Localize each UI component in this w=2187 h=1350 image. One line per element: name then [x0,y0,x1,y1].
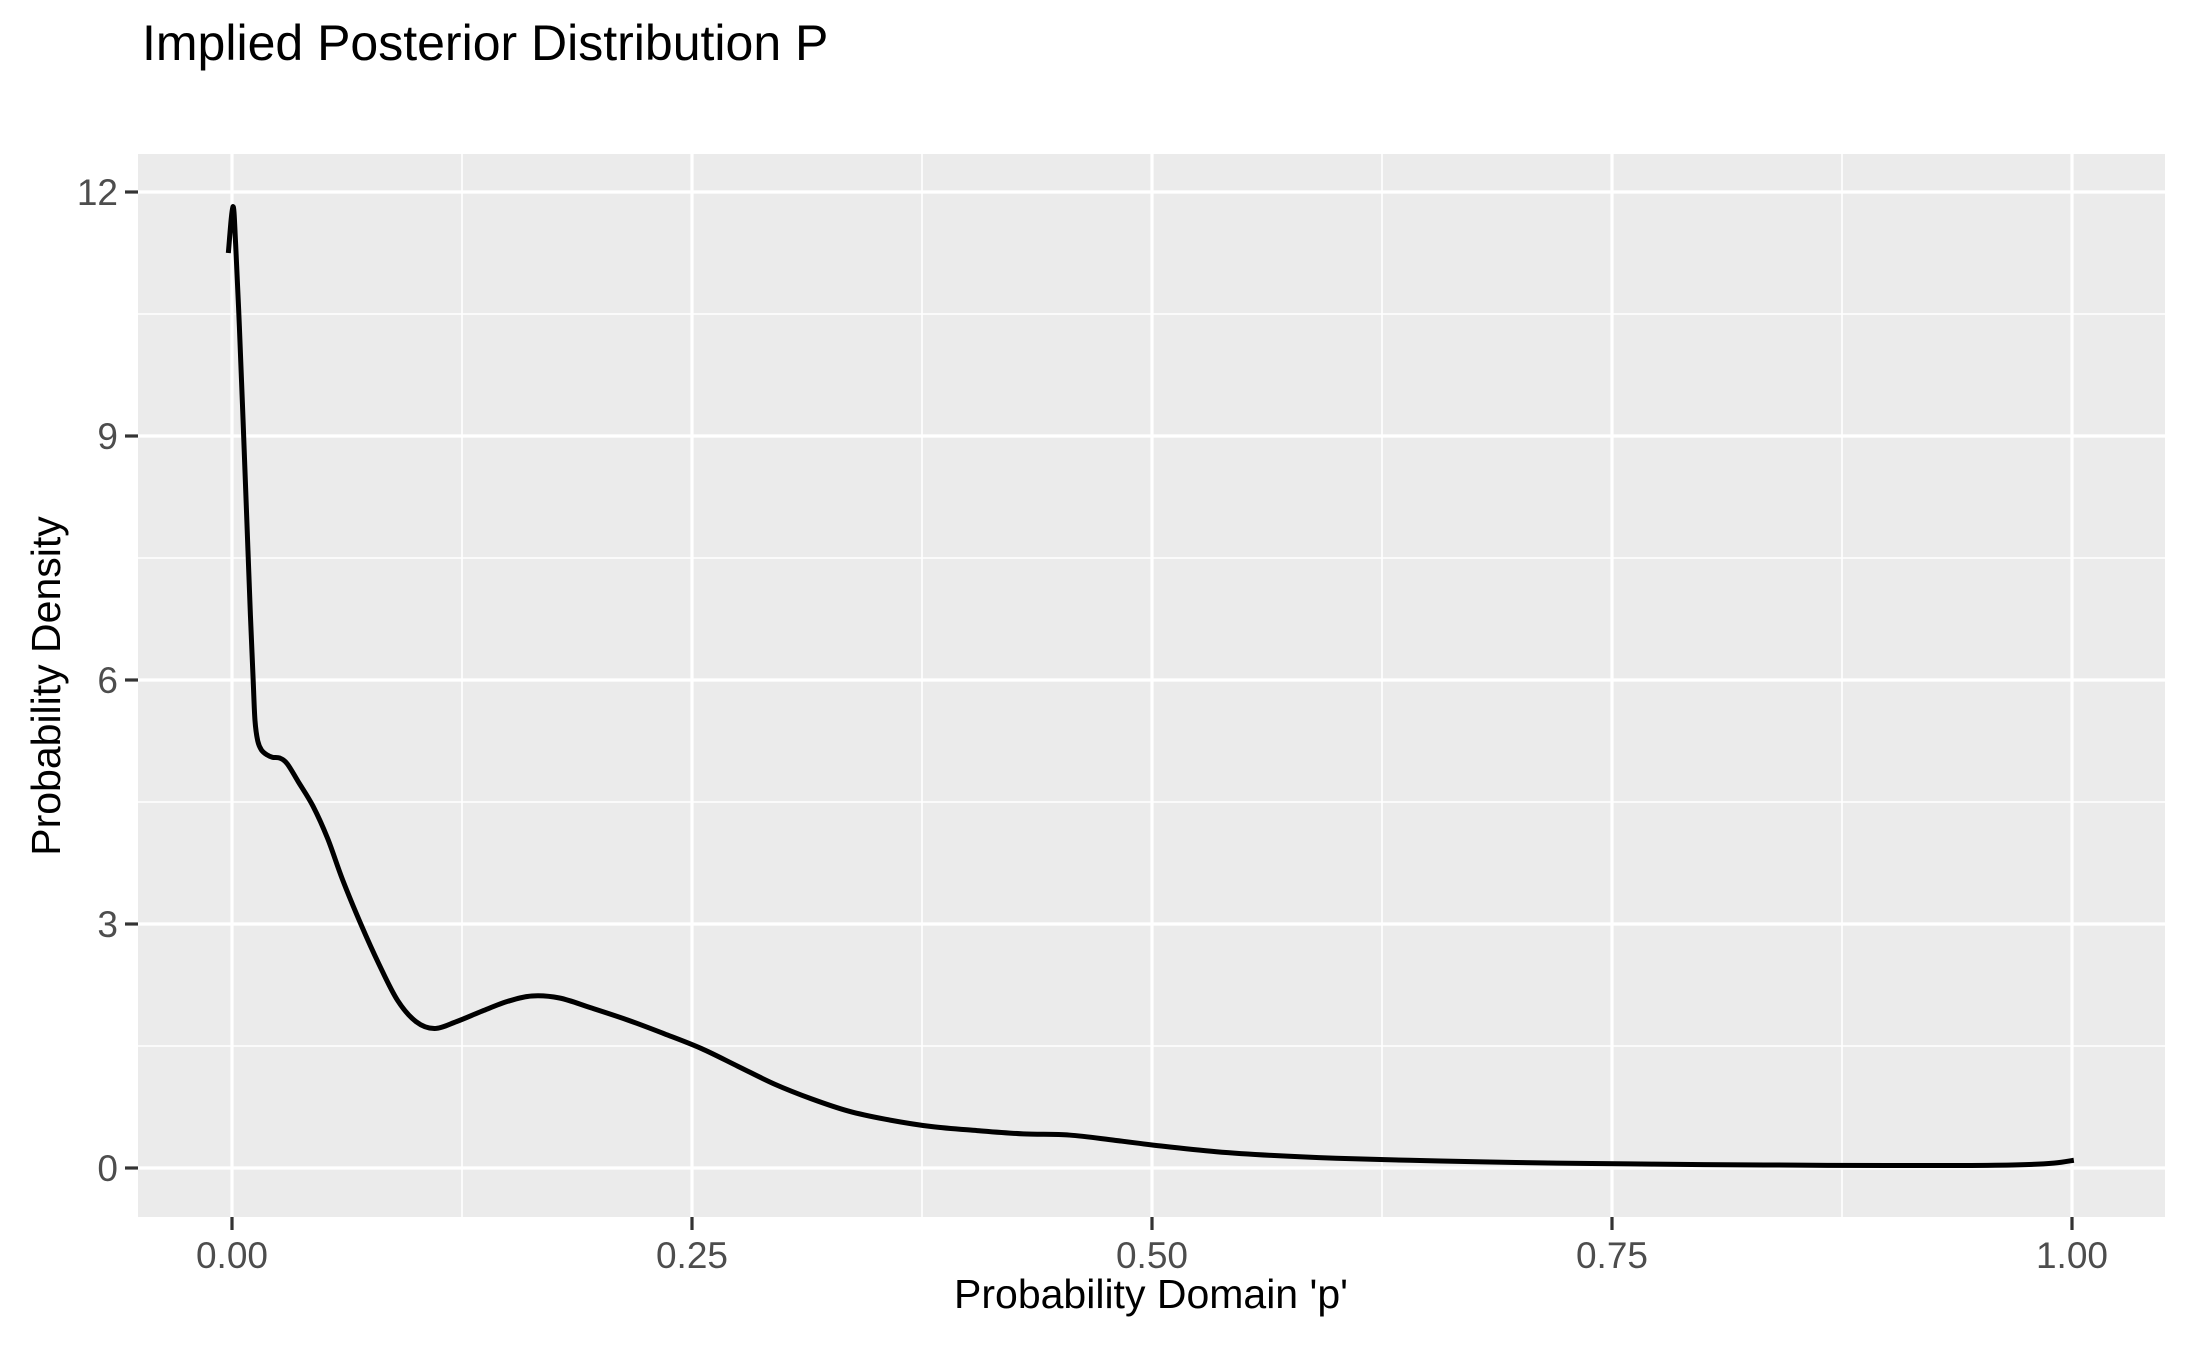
y-tick-label: 12 [77,172,118,213]
x-tick-label: 0.25 [656,1235,728,1276]
grid-major-lines [138,154,2165,1217]
x-tick-label: 0.00 [196,1235,268,1276]
y-tick-label: 6 [97,660,118,701]
x-tick-label: 0.50 [1116,1235,1188,1276]
y-tick-label: 0 [97,1148,118,1189]
density-curve [225,204,2075,1169]
x-tick-label: 1.00 [2036,1235,2108,1276]
chart-title: Implied Posterior Distribution P [142,15,828,71]
y-tick-label: 9 [97,416,118,457]
x-axis: 0.00 0.25 0.50 0.75 1.00 [196,1217,2108,1276]
x-tick-label: 0.75 [1576,1235,1648,1276]
y-axis: 0 3 6 9 12 [77,172,138,1189]
x-axis-title: Probability Domain 'p' [954,1271,1348,1317]
y-axis-title: Probability Density [23,516,69,856]
y-tick-label: 3 [97,904,118,945]
